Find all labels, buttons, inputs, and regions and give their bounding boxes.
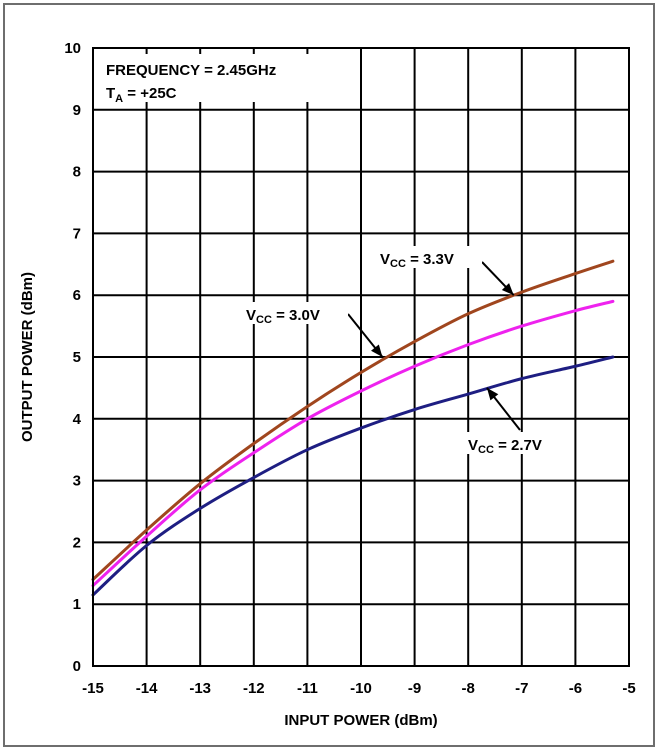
series-line-2-7v	[91, 355, 615, 597]
x-tick-label: -14	[136, 680, 158, 697]
y-tick-label: 5	[73, 349, 81, 366]
series-label-3-3v: VCC = 3.3V	[380, 251, 454, 270]
label-bg-2-7v	[464, 432, 570, 454]
x-tick-label: -8	[462, 680, 475, 697]
conditions-box	[100, 54, 314, 102]
y-tick-label: 3	[73, 473, 81, 490]
x-tick-label: -10	[350, 680, 372, 697]
y-tick-label: 1	[73, 596, 81, 613]
x-tick-label: -7	[515, 680, 528, 697]
y-tick-label: 4	[73, 411, 82, 428]
series-line-3-0v	[91, 299, 615, 588]
x-tick-labels: -15 -14 -13 -12 -11 -10 -9 -8 -7 -6 -5	[82, 680, 636, 697]
temperature-note: TA = +25C	[106, 85, 177, 105]
y-tick-label: 7	[73, 225, 81, 242]
arrow-2-7v-head	[486, 387, 499, 401]
y-tick-label: 8	[73, 164, 81, 181]
x-tick-label: -5	[622, 680, 635, 697]
x-tick-label: -13	[189, 680, 211, 697]
series-label-2-7v: VCC = 2.7V	[468, 437, 542, 456]
arrow-3-0v-head	[371, 344, 383, 357]
y-tick-label: 10	[64, 40, 81, 57]
plot-border	[92, 47, 630, 667]
x-tick-label: -11	[297, 680, 318, 697]
y-tick-label: 2	[73, 534, 81, 551]
series-label-3-0v: VCC = 3.0V	[246, 307, 320, 326]
y-tick-label: 9	[73, 102, 81, 119]
arrow-3-3v-head	[501, 283, 514, 296]
label-bg-3-0v	[242, 302, 348, 324]
series-line-3-3v	[91, 259, 615, 581]
frequency-note: FREQUENCY = 2.45GHz	[106, 62, 276, 79]
x-tick-label: -15	[82, 680, 104, 697]
y-tick-label: 0	[73, 658, 81, 675]
y-axis-title: OUTPUT POWER (dBm)	[19, 272, 36, 442]
y-tick-label: 6	[73, 287, 81, 304]
series-lines	[91, 259, 615, 597]
y-tick-labels: 0 1 2 3 4 5 6 7 8 9 10	[64, 40, 81, 675]
annotation-arrows	[347, 261, 521, 431]
x-tick-label: -9	[408, 680, 421, 697]
x-axis-title: INPUT POWER (dBm)	[284, 712, 437, 729]
x-tick-label: -6	[569, 680, 582, 697]
label-bg-3-3v	[376, 246, 482, 268]
x-tick-label: -12	[243, 680, 265, 697]
